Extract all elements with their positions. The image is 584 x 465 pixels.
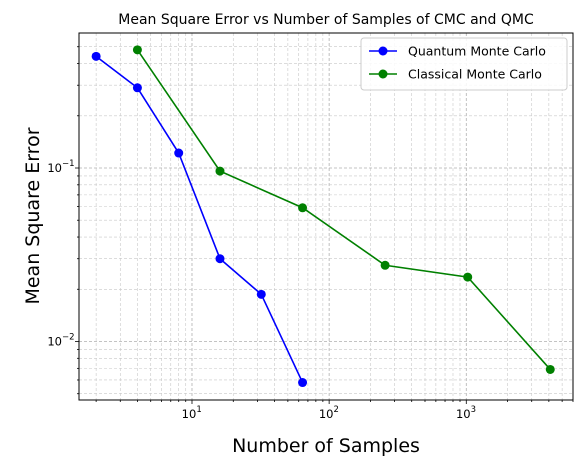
legend: Quantum Monte Carlo Classical Monte Carl…	[360, 37, 568, 91]
legend-marker-qmc	[378, 46, 388, 56]
data-point-cmc	[298, 203, 308, 213]
x-tick-label-base: 10	[319, 407, 334, 421]
axis-ticks: 10 1 10 2 10 310 −210 −1	[47, 46, 574, 421]
series-line-cmc	[136, 49, 551, 370]
data-point-cmc	[463, 272, 473, 282]
data-point-cmc	[215, 166, 225, 176]
plot-frame	[78, 32, 574, 401]
y-tick-label-exponent: −2	[62, 332, 75, 342]
legend-marker-cmc	[378, 69, 388, 79]
data-point-cmc	[545, 364, 555, 374]
data-point-qmc	[174, 148, 184, 158]
chart-title: Mean Square Error vs Number of Samples o…	[118, 12, 534, 28]
x-tick-label-exponent: 2	[333, 405, 338, 415]
x-tick-label: 10 3	[456, 405, 476, 421]
series-layer	[91, 45, 555, 388]
legend-box	[360, 37, 568, 91]
x-tick-label-exponent: 3	[471, 405, 476, 415]
series-line-qmc	[95, 55, 304, 383]
y-tick-label: 10 −2	[47, 332, 74, 348]
x-tick-label-base: 10	[182, 407, 197, 421]
data-point-qmc	[215, 254, 225, 264]
y-tick-label-base: 10	[47, 161, 62, 175]
y-tick-label-exponent: −1	[62, 159, 75, 169]
data-point-qmc	[298, 378, 308, 388]
x-tick-label-exponent: 1	[196, 405, 201, 415]
grid	[79, 33, 574, 400]
x-tick-label: 10 2	[319, 405, 339, 421]
data-point-cmc	[380, 260, 390, 270]
y-tick-label: 10 −1	[47, 159, 74, 175]
legend-item-qmc: Quantum Monte Carlo	[369, 44, 546, 59]
data-point-qmc	[91, 51, 101, 61]
legend-label-cmc: Classical Monte Carlo	[408, 67, 542, 82]
data-point-qmc	[256, 289, 266, 299]
x-tick-label: 10 1	[182, 405, 202, 421]
data-point-cmc	[132, 45, 142, 55]
legend-item-cmc: Classical Monte Carlo	[369, 67, 542, 82]
y-axis-label: Mean Square Error	[22, 127, 44, 304]
data-point-qmc	[132, 83, 142, 93]
y-tick-label-base: 10	[47, 334, 62, 348]
x-axis-label: Number of Samples	[232, 435, 420, 457]
legend-label-qmc: Quantum Monte Carlo	[408, 44, 546, 59]
x-tick-label-base: 10	[456, 407, 471, 421]
